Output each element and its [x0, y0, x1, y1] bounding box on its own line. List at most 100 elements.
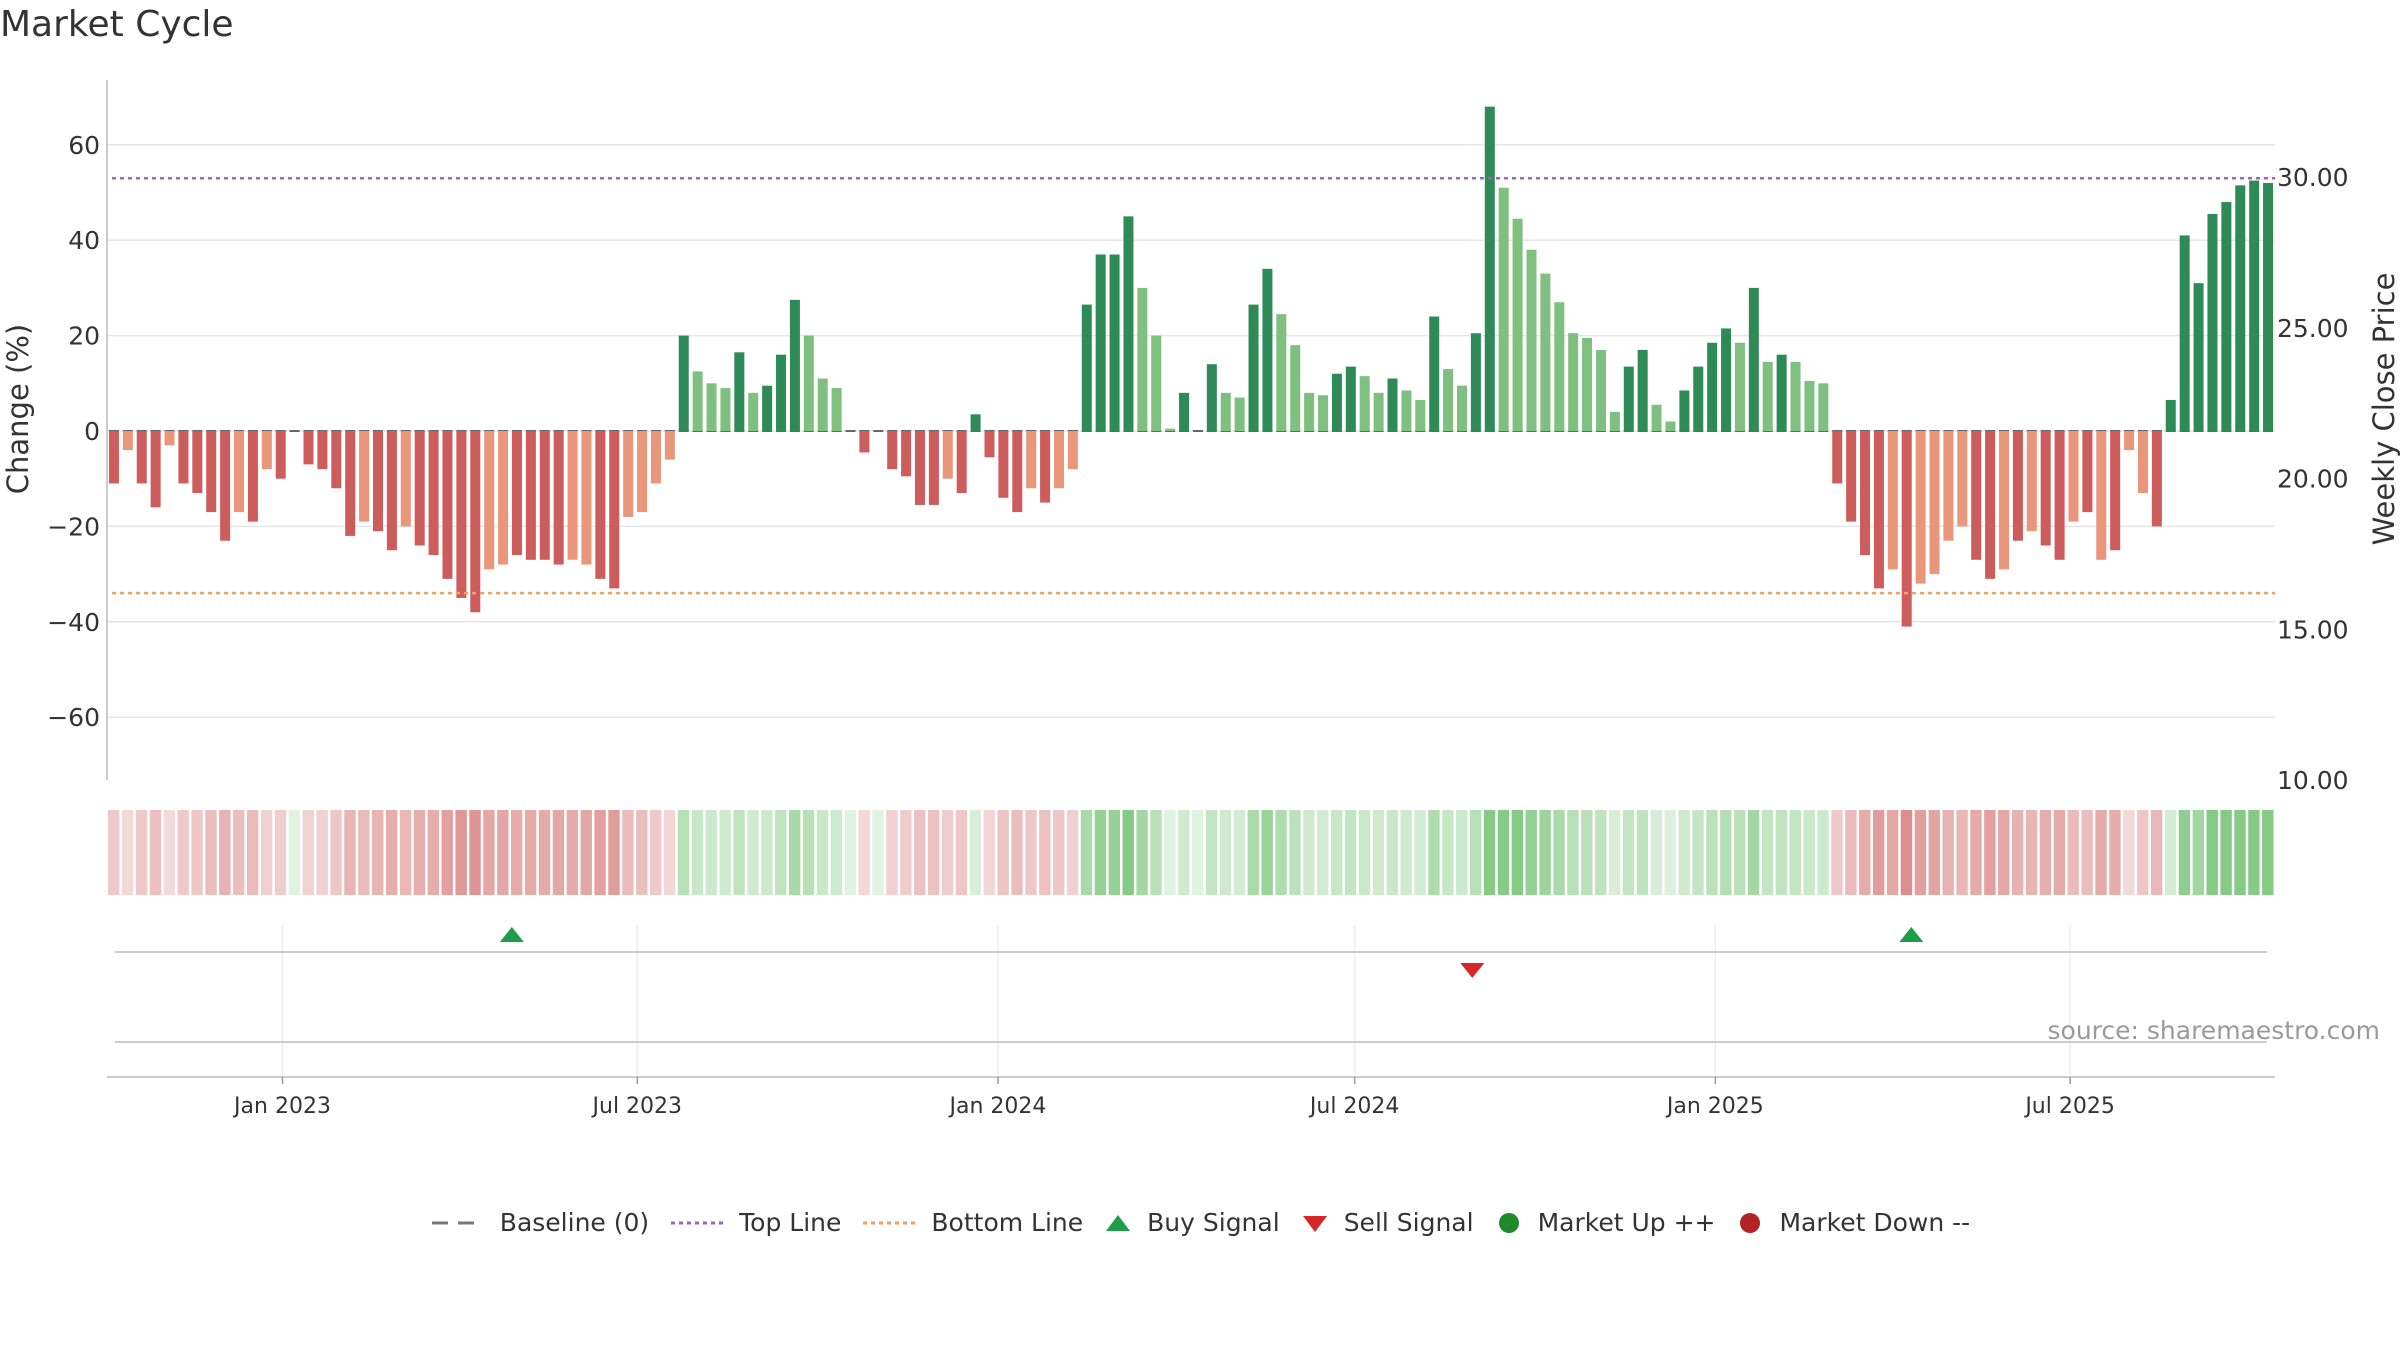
buy-signal-marker	[499, 927, 524, 942]
bar	[1012, 431, 1023, 513]
bar	[1637, 349, 1648, 431]
strip-cell	[316, 810, 328, 895]
strip-cell	[997, 810, 1009, 895]
strip-cell	[969, 810, 982, 895]
bar	[650, 431, 661, 484]
strip-cell	[2123, 810, 2135, 895]
bar	[1373, 392, 1384, 431]
strip-cell	[1164, 810, 1176, 895]
bar	[706, 383, 717, 431]
strip-cell	[1775, 810, 1788, 895]
legend-item: Top Line	[669, 1208, 841, 1237]
bar	[803, 335, 814, 431]
strip-cell	[1998, 810, 2010, 895]
strip-cell	[2206, 810, 2218, 895]
bar	[206, 431, 217, 513]
strip-cell	[955, 810, 968, 895]
bar	[2054, 431, 2065, 560]
strip-cell	[1706, 810, 1718, 895]
bar	[623, 431, 634, 517]
x-tick-label: Jan 2025	[1665, 1094, 1764, 1119]
strip-cell	[1734, 810, 1746, 895]
strip-cell	[1789, 810, 1801, 895]
bar	[470, 431, 481, 613]
bar	[1331, 373, 1342, 431]
strip-cell	[580, 810, 592, 895]
bar	[1568, 333, 1579, 431]
bar	[261, 431, 272, 470]
bar	[1804, 380, 1815, 431]
legend-label: Bottom Line	[931, 1208, 1084, 1237]
axes: 60 40 20 0 −20 −40 −60 30.00 25.00 20.00 15.00 10.0…	[1, 80, 2400, 795]
bar	[1401, 390, 1412, 431]
bar	[664, 431, 675, 460]
bar	[303, 431, 314, 465]
strip-cell	[1747, 810, 1760, 895]
bar	[1067, 431, 1078, 470]
strip-cell	[830, 810, 843, 895]
source-note: source: sharemaestro.com	[2047, 1016, 2381, 1045]
strip-cell	[483, 810, 495, 895]
y-tick-label: 40	[68, 226, 100, 255]
strip-cell	[1122, 810, 1134, 895]
bar	[1873, 431, 1884, 589]
strip-cell	[691, 810, 704, 895]
bar	[331, 431, 342, 489]
bar	[1484, 106, 1495, 431]
strip-cell	[2137, 810, 2149, 895]
strip-cell	[1581, 810, 1593, 895]
strip-cell	[2039, 810, 2052, 895]
strip-cell	[2011, 810, 2024, 895]
bar	[1290, 345, 1301, 431]
x-tick-label: Jul 2023	[591, 1094, 683, 1119]
bar	[817, 378, 828, 431]
dash-icon	[431, 1221, 484, 1224]
strip-cell	[566, 810, 579, 895]
strip-cell	[1720, 810, 1732, 895]
bar	[1248, 304, 1259, 431]
strip-cell	[1595, 810, 1607, 895]
strip-cell	[761, 810, 773, 895]
bar	[1109, 254, 1120, 431]
bar	[414, 431, 425, 546]
bar	[150, 431, 161, 508]
dot-icon	[671, 1221, 724, 1224]
legend-label: Market Down --	[1779, 1208, 1971, 1237]
strip-cell	[1247, 810, 1259, 895]
strip-cell	[538, 810, 551, 895]
bar	[2068, 431, 2079, 522]
legend: Baseline (0) Top Line Bottom Line Buy Signa…	[0, 1208, 2400, 1237]
y-tick-label: −40	[47, 608, 100, 637]
strip-cell	[191, 810, 203, 895]
grid-layer	[107, 144, 2275, 718]
strip-cell	[455, 810, 467, 895]
bar	[1957, 431, 1968, 527]
strip-cell	[788, 810, 801, 895]
legend-item: Market Up ++	[1494, 1208, 1715, 1237]
strip-cell	[1692, 810, 1704, 895]
strip-cell	[941, 810, 954, 895]
strip-cell	[1817, 810, 1829, 895]
bar	[984, 431, 995, 458]
bar	[789, 299, 800, 431]
strip-cell	[233, 810, 245, 895]
bar	[1818, 383, 1829, 431]
strip-cell	[719, 810, 731, 895]
strip-cell	[1428, 810, 1440, 895]
bar	[400, 431, 411, 527]
strip-cell	[1956, 810, 1968, 895]
bar	[678, 335, 689, 431]
strip-cell	[1845, 810, 1857, 895]
bar	[136, 431, 147, 484]
strip-cell	[1400, 810, 1412, 895]
bar	[1929, 431, 1940, 575]
bar	[2040, 431, 2051, 546]
legend-item: Buy Signal	[1103, 1208, 1280, 1237]
bar	[1053, 431, 1064, 489]
strip-cell	[914, 810, 926, 895]
strip-cell	[816, 810, 829, 895]
strip-cell	[524, 810, 537, 895]
bar	[1595, 349, 1606, 431]
strip-cell	[1928, 810, 1940, 895]
strip-cell	[1900, 810, 1913, 895]
